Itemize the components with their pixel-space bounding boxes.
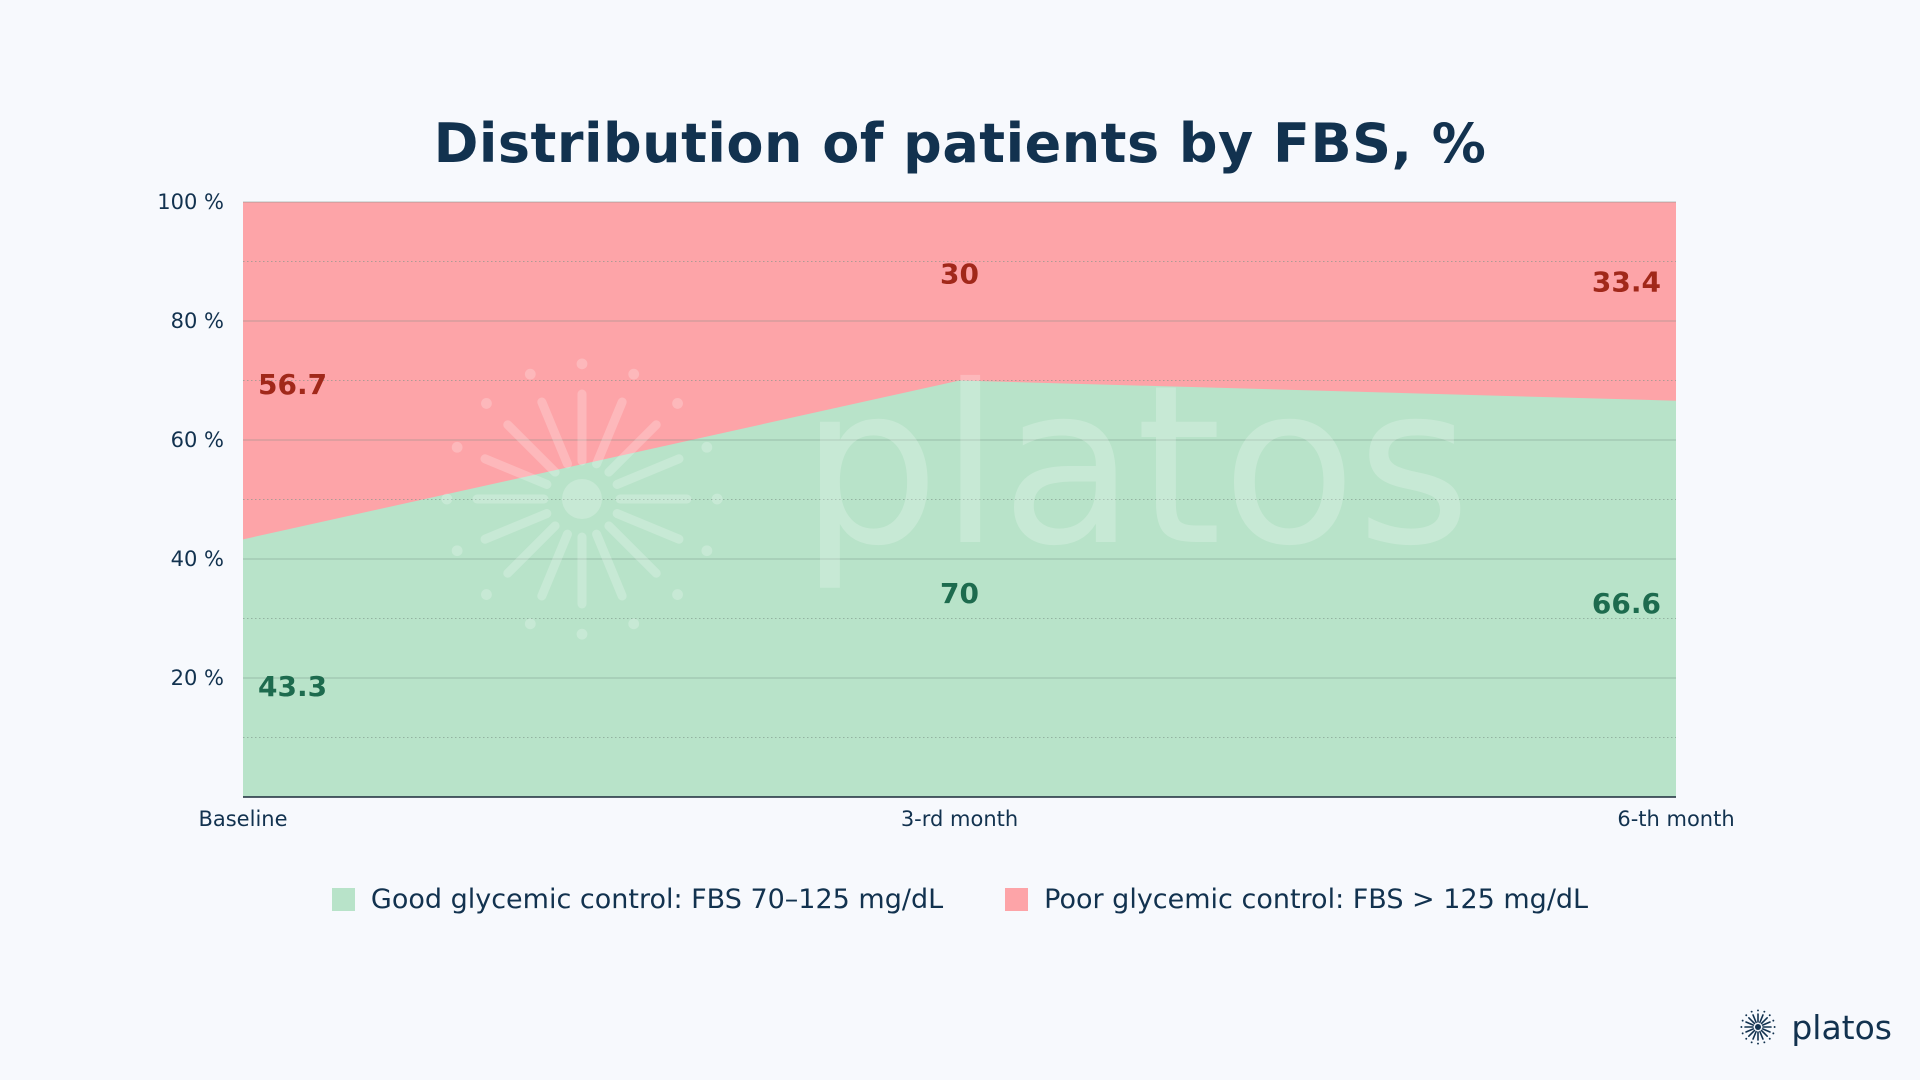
sun-ray	[1752, 1030, 1758, 1040]
sun-dot	[481, 398, 492, 409]
sun-ray	[592, 529, 627, 601]
data-label-poor: 33.4	[1592, 265, 1661, 298]
sun-ray	[612, 454, 684, 489]
sun-dot	[711, 493, 723, 505]
x-tick-label: Baseline	[198, 807, 287, 831]
sun-ray	[604, 420, 661, 477]
legend-swatch-poor	[1005, 888, 1029, 911]
brand-name: platos	[1791, 1007, 1892, 1047]
sun-ray	[1748, 1029, 1756, 1037]
sun-ray	[592, 397, 627, 469]
watermark-text: platos	[800, 338, 1471, 594]
sun-dot	[628, 368, 640, 380]
sun-ray	[604, 521, 661, 578]
data-label-good: 43.3	[258, 670, 327, 703]
platos-sun-icon	[1740, 1009, 1776, 1045]
sun-dot	[441, 493, 453, 505]
sun-ray	[480, 454, 552, 489]
sun-ray	[1745, 1021, 1755, 1026]
sun-ray	[1752, 1014, 1758, 1024]
chart-title: Distribution of patients by FBS, %	[433, 112, 1487, 175]
sun-dot	[1763, 1010, 1766, 1013]
sun-dot	[1742, 1032, 1744, 1035]
sun-dot	[524, 618, 536, 630]
sun-dot	[1740, 1026, 1743, 1028]
sun-dot	[1745, 1037, 1748, 1040]
sun-dot	[576, 628, 588, 640]
sun-dot	[451, 441, 463, 453]
legend-item-poor: Poor glycemic control: FBS > 125 mg/dL	[1005, 884, 1588, 915]
sun-dot	[451, 545, 463, 557]
sun-dot	[701, 545, 713, 557]
sun-dot	[1773, 1026, 1776, 1028]
y-tick-label: 80 %	[171, 309, 224, 333]
watermark-sun-icon	[441, 358, 723, 640]
sun-dot	[1757, 1009, 1760, 1012]
sun-ray	[1761, 1029, 1769, 1037]
y-tick-label: 100 %	[157, 190, 224, 214]
x-tick-label: 3-rd month	[901, 807, 1018, 831]
sun-ray	[1759, 1014, 1765, 1024]
sun-dot	[1772, 1019, 1775, 1022]
area-good-control	[243, 380, 1676, 797]
sun-dot	[481, 589, 492, 600]
sun-dot	[1742, 1019, 1744, 1022]
sun-dot	[576, 358, 588, 370]
sun-dot	[1745, 1014, 1748, 1017]
legend-label-good: Good glycemic control: FBS 70–125 mg/dL	[370, 884, 944, 915]
sun-ray	[537, 397, 572, 469]
sun-dot	[1751, 1010, 1753, 1013]
sun-dot	[1772, 1032, 1775, 1035]
watermark: platos	[441, 338, 1471, 640]
y-tick-label: 60 %	[171, 428, 224, 452]
sun-dot	[701, 441, 713, 453]
sun-ray	[1759, 1030, 1765, 1040]
sun-dot	[1769, 1037, 1772, 1040]
sun-center	[1755, 1024, 1762, 1030]
sun-ray	[1748, 1017, 1756, 1025]
sun-ray	[1762, 1028, 1772, 1033]
data-label-poor: 30	[940, 257, 979, 290]
y-tick-label: 40 %	[171, 547, 224, 571]
sun-dot	[524, 368, 536, 380]
legend-label-poor: Poor glycemic control: FBS > 125 mg/dL	[1044, 884, 1589, 915]
sun-dot	[1769, 1014, 1772, 1017]
sun-ray	[1761, 1017, 1769, 1025]
sun-dot	[628, 618, 640, 630]
x-tick-label: 6-th month	[1617, 807, 1734, 831]
sun-dot	[1763, 1041, 1766, 1044]
data-label-good: 70	[940, 577, 979, 610]
sun-center	[562, 479, 602, 519]
sun-dot	[672, 398, 683, 409]
y-tick-label: 20 %	[171, 666, 224, 690]
sun-ray	[1762, 1021, 1772, 1026]
sun-dot	[672, 589, 683, 600]
sun-dot	[1757, 1042, 1760, 1045]
sun-ray	[612, 509, 684, 544]
legend: Good glycemic control: FBS 70–125 mg/dL …	[0, 884, 1920, 915]
data-label-poor: 56.7	[258, 368, 327, 401]
sun-dot	[1751, 1041, 1753, 1044]
legend-item-good: Good glycemic control: FBS 70–125 mg/dL	[331, 884, 944, 915]
legend-swatch-good	[331, 888, 355, 911]
sun-ray	[503, 521, 560, 578]
sun-ray	[480, 509, 552, 544]
sun-ray	[537, 529, 572, 601]
sun-ray	[1745, 1028, 1755, 1033]
data-label-good: 66.6	[1592, 587, 1661, 620]
brand-logo: platos	[1735, 1004, 1892, 1050]
sun-ray	[503, 420, 560, 477]
